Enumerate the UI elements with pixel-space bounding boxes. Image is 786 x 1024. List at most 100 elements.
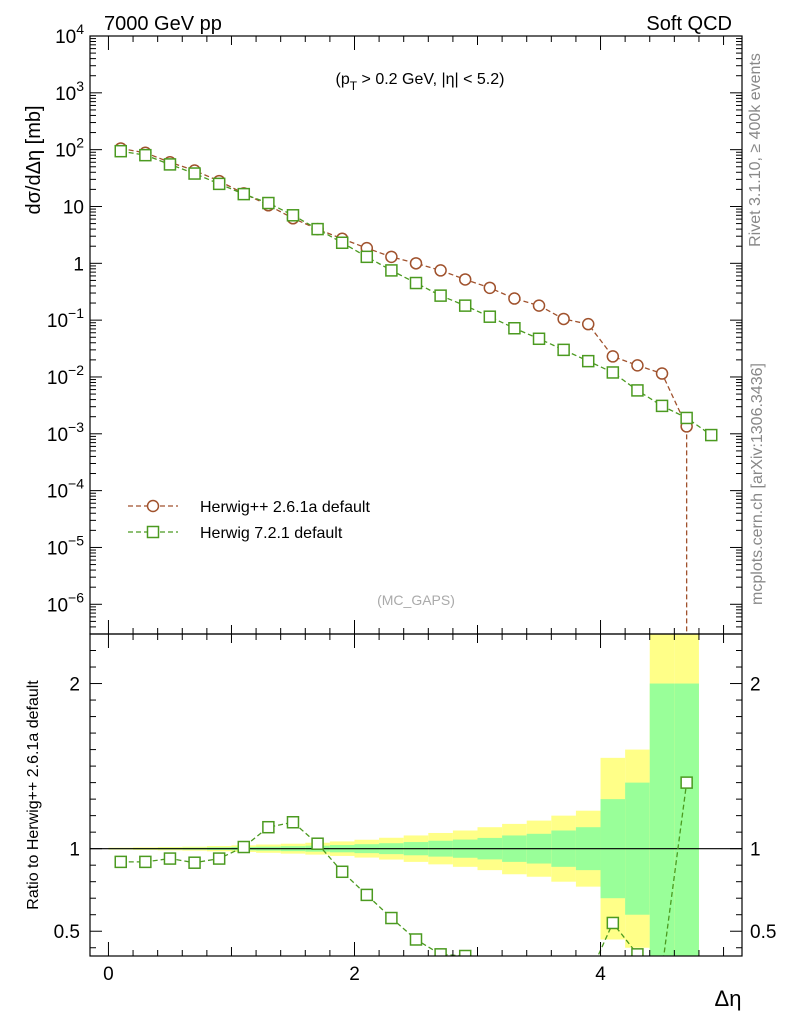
data-point <box>212 177 226 191</box>
y-tick-label: 10 <box>63 197 84 218</box>
x-axis-label: Δη <box>715 986 742 1011</box>
ratio-y-tick-label: 0.5 <box>54 922 80 943</box>
ratio-y-tick-label: 2 <box>69 675 80 696</box>
ratio-series-0 <box>114 776 693 956</box>
data-point <box>655 399 669 413</box>
data-point <box>606 366 620 379</box>
ratio-panel <box>90 634 742 956</box>
y-tick-label: 10−1 <box>47 305 84 332</box>
ratio-point <box>286 815 300 829</box>
ratio-point <box>434 948 447 956</box>
y-tick-label: 10−4 <box>47 476 84 503</box>
y-tick-label: 10−6 <box>47 589 84 616</box>
data-point <box>114 144 128 158</box>
ratio-frame <box>89 633 743 957</box>
ratio-y-tick-label-right: 2 <box>750 675 761 696</box>
legend-item-herwig-pp: Herwig++ 2.6.1a default <box>128 499 370 516</box>
data-point <box>631 384 644 397</box>
ratio-point <box>139 855 152 869</box>
data-point <box>508 292 521 305</box>
main-series-1 <box>114 144 718 442</box>
ratio-y-tick-label-right: 0.5 <box>750 922 776 943</box>
data-point <box>237 187 251 201</box>
header-left: 7000 GeV pp <box>104 13 222 35</box>
ratio-point <box>680 776 693 789</box>
y-tick-label: 102 <box>55 135 84 162</box>
data-point <box>458 273 472 286</box>
data-point <box>286 209 300 222</box>
data-point <box>188 167 201 180</box>
data-point <box>508 322 521 335</box>
y-tick-label: 10−2 <box>47 362 84 389</box>
ratio-point <box>385 911 398 925</box>
x-tick-label: 4 <box>595 964 606 985</box>
legend-label-herwig-pp: Herwig++ 2.6.1a default <box>200 499 370 516</box>
data-point <box>409 276 423 290</box>
ratio-point <box>458 949 472 956</box>
data-point <box>532 332 546 346</box>
legend-item-herwig7: Herwig 7.2.1 default <box>128 525 343 542</box>
data-point <box>655 367 669 380</box>
band-inner <box>649 683 675 956</box>
x-tick-label: 2 <box>349 964 360 985</box>
ratio-line <box>120 782 688 956</box>
x-tick-label: 0 <box>103 964 114 985</box>
data-point <box>163 158 177 171</box>
ratio-point <box>163 852 177 865</box>
ratio-point <box>631 948 644 956</box>
data-point <box>581 317 595 331</box>
ratio-y-tick-label-right: 1 <box>750 840 761 861</box>
data-point <box>434 289 447 302</box>
analysis-label: (MC_GAPS) <box>377 592 455 608</box>
cut-label: (pT > 0.2 GeV, |η| < 5.2) <box>336 71 505 93</box>
ratio-point <box>311 837 324 850</box>
data-point <box>483 281 497 295</box>
y-tick-label: 10−3 <box>47 419 84 446</box>
data-point <box>704 428 718 442</box>
legend: Herwig++ 2.6.1a default Herwig 7.2.1 def… <box>128 499 370 542</box>
data-point <box>335 236 349 250</box>
data-point <box>434 264 447 277</box>
data-point <box>385 250 398 264</box>
legend-label-herwig7: Herwig 7.2.1 default <box>200 525 343 542</box>
main-series-0 <box>114 142 693 634</box>
ratio-y-tick-label: 1 <box>69 840 80 861</box>
ratio-point <box>188 856 201 869</box>
ratio-point <box>114 855 128 869</box>
y-tick-label: 1 <box>73 254 84 275</box>
series-line <box>120 147 688 427</box>
legend-marker-square-icon <box>146 525 160 539</box>
data-point <box>483 310 497 323</box>
data-point <box>458 299 472 312</box>
data-point <box>409 257 423 270</box>
ratio-point <box>409 933 423 946</box>
data-point <box>360 250 374 264</box>
ratio-point <box>212 852 226 865</box>
y-tick-label: 104 <box>55 21 84 48</box>
data-point <box>680 411 693 425</box>
data-point <box>385 264 398 277</box>
ratio-point <box>606 916 620 930</box>
header-right: Soft QCD <box>646 13 732 35</box>
y-tick-label: 10−5 <box>47 532 84 559</box>
data-point <box>557 312 570 326</box>
data-point <box>532 299 546 312</box>
data-point <box>581 354 595 368</box>
data-point <box>631 359 644 372</box>
main-frame <box>89 35 743 635</box>
data-point <box>606 350 620 363</box>
main-y-axis-label: dσ/dΔη [mb] <box>23 105 45 214</box>
y-tick-label: 103 <box>55 78 84 105</box>
legend-marker-circle-icon <box>146 499 160 513</box>
ratio-point <box>262 820 275 834</box>
ratio-point <box>360 888 374 902</box>
data-point <box>311 222 324 236</box>
data-point <box>557 343 570 357</box>
mcplots-label: mcplots.cern.ch [arXiv:1306.3436] <box>749 363 766 605</box>
ratio-y-axis-label: Ratio to Herwig++ 2.6.1a default <box>25 680 42 910</box>
data-point <box>139 148 152 162</box>
rivet-label: Rivet 3.1.10, ≥ 400k events <box>747 53 764 247</box>
series-line <box>120 150 712 436</box>
data-point <box>262 196 275 210</box>
